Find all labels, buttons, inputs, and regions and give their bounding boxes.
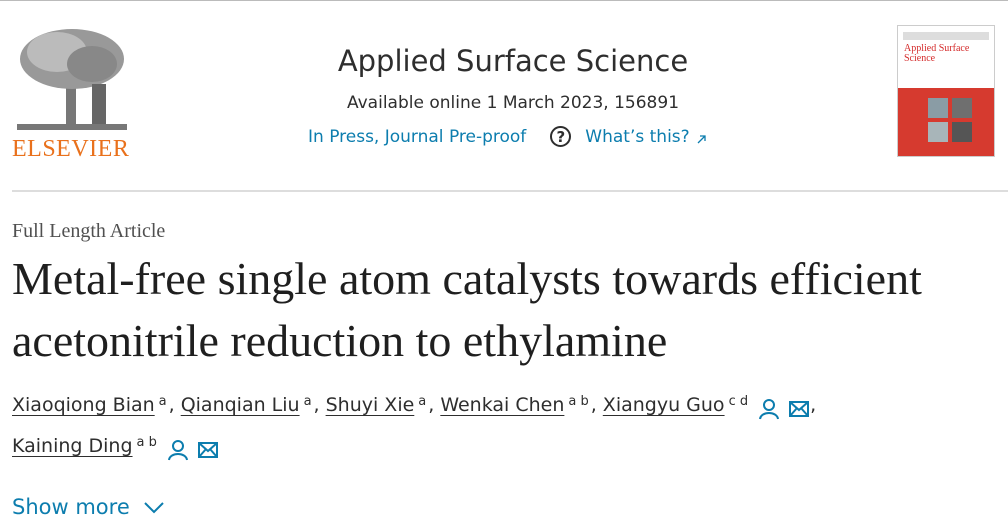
separator: , <box>590 394 597 416</box>
affiliation[interactable]: a b <box>136 435 157 450</box>
show-more[interactable]: Show more <box>12 495 166 519</box>
status-row: In Press, Journal Pre-proof ? What’s thi… <box>308 126 709 147</box>
email-icon[interactable] <box>788 398 810 425</box>
author-name[interactable]: Qianqian Liu <box>180 394 300 416</box>
divider <box>12 190 1008 192</box>
cover-title: Applied Surface Science <box>904 43 970 64</box>
separator: , <box>168 394 175 416</box>
author: Xiangyu Guo c d, <box>603 394 816 425</box>
author-name[interactable]: Xiaoqiong Bian <box>12 394 155 416</box>
separator: , <box>810 394 817 416</box>
external-arrow <box>697 134 706 143</box>
article-title: Metal-free single atom catalysts towards… <box>12 253 922 366</box>
show-more-label[interactable]: Show more <box>12 495 130 519</box>
author: Qianqian Liu a, <box>181 394 320 425</box>
journal-title[interactable]: Applied Surface Science <box>337 44 689 78</box>
author: Kaining Ding a b <box>12 435 219 466</box>
status-link[interactable]: In Press, Journal Pre-proof <box>308 126 527 147</box>
journal-cover[interactable]: Applied Surface Science <box>897 25 995 157</box>
author-name[interactable]: Xiangyu Guo <box>602 394 725 416</box>
author-name[interactable]: Shuyi Xie <box>325 394 415 416</box>
author-icon[interactable] <box>167 439 189 466</box>
author: Wenkai Chen a b, <box>440 394 596 425</box>
affiliation[interactable]: a <box>418 394 427 409</box>
author-icon[interactable] <box>758 398 780 425</box>
affiliation[interactable]: a b <box>568 394 589 409</box>
author: Xiaoqiong Bian a, <box>12 394 175 425</box>
author: Shuyi Xie a, <box>326 394 435 425</box>
separator: , <box>428 394 435 416</box>
chevron <box>144 502 164 514</box>
affiliation[interactable]: a <box>158 394 167 409</box>
author-list: Xiaoqiong Bian a, Qianqian Liu a, Shuyi Xie a… <box>12 394 892 466</box>
top-border <box>0 0 1008 1</box>
cover-body <box>898 88 994 156</box>
email-icon[interactable] <box>197 439 219 466</box>
help-icon[interactable]: ? <box>550 126 572 147</box>
cover-header <box>903 32 989 40</box>
availability: Available online 1 March 2023, 156891 <box>346 93 680 113</box>
author-name[interactable]: Wenkai Chen <box>440 394 565 416</box>
affiliation[interactable]: a <box>303 394 312 409</box>
publisher-logo <box>17 29 127 130</box>
author-name[interactable]: Kaining Ding <box>12 435 133 457</box>
publisher-name: ELSEVIER <box>12 136 130 162</box>
affiliation[interactable]: c d <box>728 394 749 409</box>
help-link[interactable]: What’s this? <box>585 126 690 147</box>
article-type: Full Length Article <box>12 220 166 242</box>
separator: , <box>313 394 320 416</box>
